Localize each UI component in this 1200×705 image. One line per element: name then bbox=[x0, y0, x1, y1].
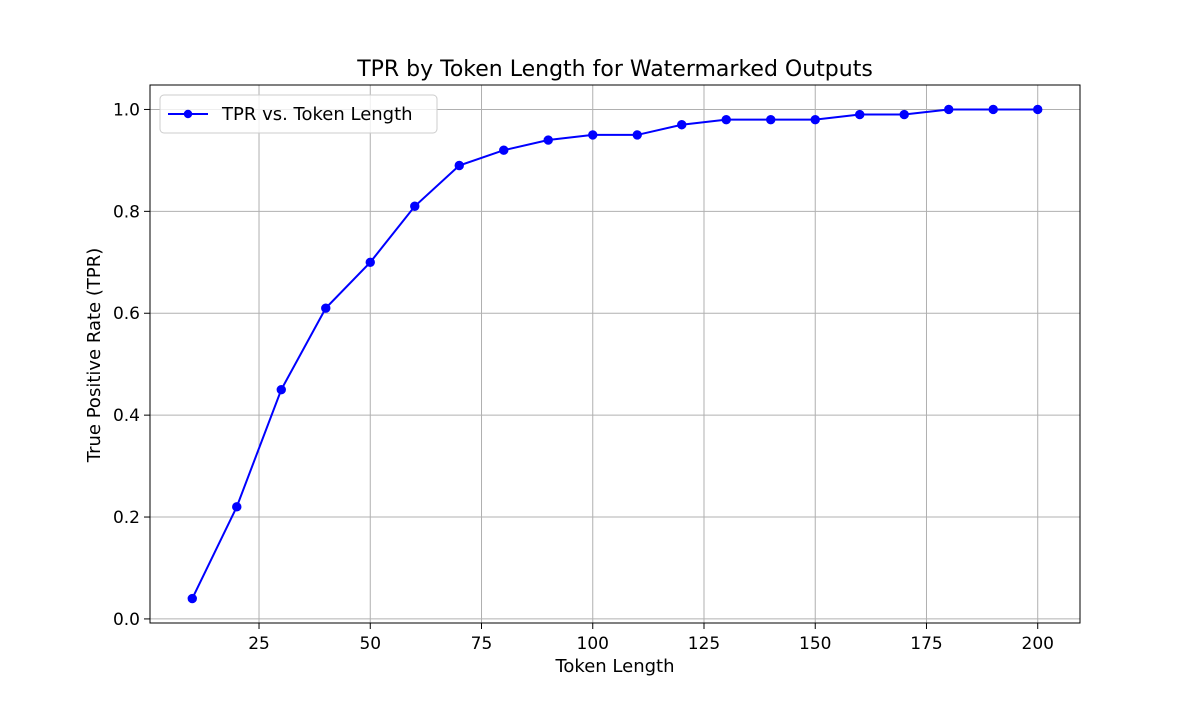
data-point bbox=[187, 593, 197, 604]
data-point bbox=[365, 257, 375, 267]
y-tick-label: 0.0 bbox=[113, 610, 140, 630]
y-tick-label: 0.6 bbox=[113, 304, 140, 324]
y-axis-label: True Positive Rate (TPR) bbox=[84, 248, 105, 463]
data-point bbox=[944, 104, 954, 115]
x-tick-label: 50 bbox=[359, 634, 381, 654]
data-point bbox=[588, 130, 598, 140]
x-tick-label: 100 bbox=[577, 634, 609, 654]
series-layer bbox=[187, 104, 1043, 604]
data-point bbox=[276, 384, 286, 395]
series-line bbox=[191, 108, 1038, 599]
data-point bbox=[543, 135, 553, 145]
y-tick-label: 1.0 bbox=[113, 100, 140, 120]
grid-layer bbox=[150, 85, 1080, 623]
data-point bbox=[988, 104, 998, 115]
data-point bbox=[410, 201, 420, 211]
legend-box bbox=[159, 94, 438, 134]
data-point bbox=[721, 114, 731, 125]
data-point bbox=[766, 114, 776, 125]
x-tick-label: 200 bbox=[1022, 634, 1054, 654]
x-tick-label: 125 bbox=[688, 634, 720, 654]
x-tick-label: 25 bbox=[248, 634, 270, 654]
data-point bbox=[810, 114, 820, 125]
data-point bbox=[499, 145, 509, 155]
x-tick-label: 175 bbox=[910, 634, 942, 654]
x-tick-label: 75 bbox=[471, 634, 493, 654]
x-axis-label: Token Length bbox=[554, 656, 674, 677]
y-tick-label: 0.4 bbox=[113, 406, 140, 426]
x-tick-label: 150 bbox=[799, 634, 831, 654]
chart-title: TPR by Token Length for Watermarked Outp… bbox=[356, 57, 873, 82]
data-point bbox=[232, 502, 242, 512]
plot-frame bbox=[149, 84, 1081, 624]
data-point bbox=[677, 120, 687, 130]
data-point bbox=[632, 130, 642, 140]
axes-layer: 25 50 75 100 125 150 175 200 0.0 0.2 0.4 0.6 0.8 1.0 bbox=[113, 84, 1081, 654]
legend-label: TPR vs. Token Length bbox=[221, 104, 413, 125]
data-point bbox=[454, 160, 464, 171]
data-point bbox=[855, 109, 865, 120]
data-point bbox=[1033, 104, 1043, 115]
data-point bbox=[321, 303, 331, 313]
y-tick-label: 0.2 bbox=[113, 508, 140, 528]
legend: TPR vs. Token Length bbox=[159, 94, 438, 134]
y-tick-label: 0.8 bbox=[113, 202, 140, 222]
data-point bbox=[899, 109, 909, 120]
legend-marker-swatch bbox=[183, 109, 193, 119]
